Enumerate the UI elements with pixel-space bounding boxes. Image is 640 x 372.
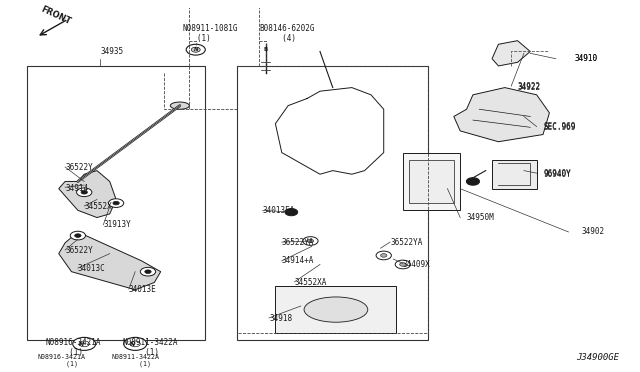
Text: 34910: 34910 xyxy=(575,54,598,63)
Text: 34922: 34922 xyxy=(518,81,541,91)
Polygon shape xyxy=(59,232,161,290)
Circle shape xyxy=(73,337,96,350)
Polygon shape xyxy=(492,41,531,66)
Text: N08911-1081G
   (1): N08911-1081G (1) xyxy=(183,24,239,43)
Circle shape xyxy=(467,178,479,185)
Text: 36522YA: 36522YA xyxy=(282,238,314,247)
Text: 34914: 34914 xyxy=(65,184,88,193)
Text: 34902: 34902 xyxy=(581,227,604,237)
Circle shape xyxy=(124,337,147,350)
Circle shape xyxy=(79,341,90,347)
Text: 34552X: 34552X xyxy=(84,202,112,211)
Text: FRONT: FRONT xyxy=(39,5,72,26)
Circle shape xyxy=(140,267,156,276)
Circle shape xyxy=(191,47,200,52)
Text: N08916-3421A
     (1): N08916-3421A (1) xyxy=(46,338,102,357)
Text: N08911-3422A
     (1): N08911-3422A (1) xyxy=(122,338,178,357)
Bar xyxy=(275,286,396,333)
Text: B: B xyxy=(264,47,268,52)
Circle shape xyxy=(113,201,119,205)
Text: N08916-3421A
     (1): N08916-3421A (1) xyxy=(38,354,86,368)
Ellipse shape xyxy=(170,102,189,109)
Text: 36522YA: 36522YA xyxy=(390,238,422,247)
Circle shape xyxy=(285,209,298,216)
Text: N08911-3422A
     (1): N08911-3422A (1) xyxy=(111,354,159,368)
Circle shape xyxy=(75,234,81,237)
Bar xyxy=(403,153,460,210)
Circle shape xyxy=(77,188,92,196)
Text: J34900GE: J34900GE xyxy=(577,353,620,362)
Circle shape xyxy=(376,251,392,260)
Text: 34950M: 34950M xyxy=(467,213,494,222)
Text: N: N xyxy=(193,47,198,52)
Polygon shape xyxy=(59,171,116,218)
Text: 34918: 34918 xyxy=(269,314,292,323)
Text: 34552XA: 34552XA xyxy=(294,278,327,287)
Text: 36522Y: 36522Y xyxy=(65,246,93,254)
Text: SEC.969: SEC.969 xyxy=(543,122,575,131)
Text: 34922: 34922 xyxy=(518,83,541,92)
Circle shape xyxy=(303,237,318,245)
Text: 34409X: 34409X xyxy=(403,260,431,269)
Text: 36522Y: 36522Y xyxy=(65,163,93,171)
Bar xyxy=(237,66,428,340)
Circle shape xyxy=(81,190,88,194)
Text: 31913Y: 31913Y xyxy=(103,220,131,229)
Text: N: N xyxy=(129,342,134,347)
Circle shape xyxy=(108,199,124,208)
Text: 34013C: 34013C xyxy=(78,264,106,273)
Ellipse shape xyxy=(304,297,368,322)
Circle shape xyxy=(70,231,86,240)
Text: N: N xyxy=(79,342,84,347)
Text: 34013EA: 34013EA xyxy=(262,206,295,215)
Text: 34935: 34935 xyxy=(100,47,124,56)
Circle shape xyxy=(130,341,140,347)
Circle shape xyxy=(307,239,314,243)
Circle shape xyxy=(145,270,151,273)
Circle shape xyxy=(381,254,387,257)
Bar xyxy=(492,160,537,189)
Circle shape xyxy=(399,263,406,266)
Bar xyxy=(409,160,454,203)
Bar xyxy=(27,66,205,340)
Text: B08146-6202G
     (4): B08146-6202G (4) xyxy=(259,24,315,43)
Text: 96940Y: 96940Y xyxy=(543,170,571,179)
Text: 96940Y: 96940Y xyxy=(543,169,571,178)
Text: SEC.969: SEC.969 xyxy=(543,123,575,132)
Circle shape xyxy=(395,260,410,269)
Text: 34910: 34910 xyxy=(575,54,598,63)
Text: 34013E: 34013E xyxy=(129,285,157,294)
Polygon shape xyxy=(454,87,549,142)
Circle shape xyxy=(186,44,205,55)
Text: 34914+A: 34914+A xyxy=(282,256,314,265)
